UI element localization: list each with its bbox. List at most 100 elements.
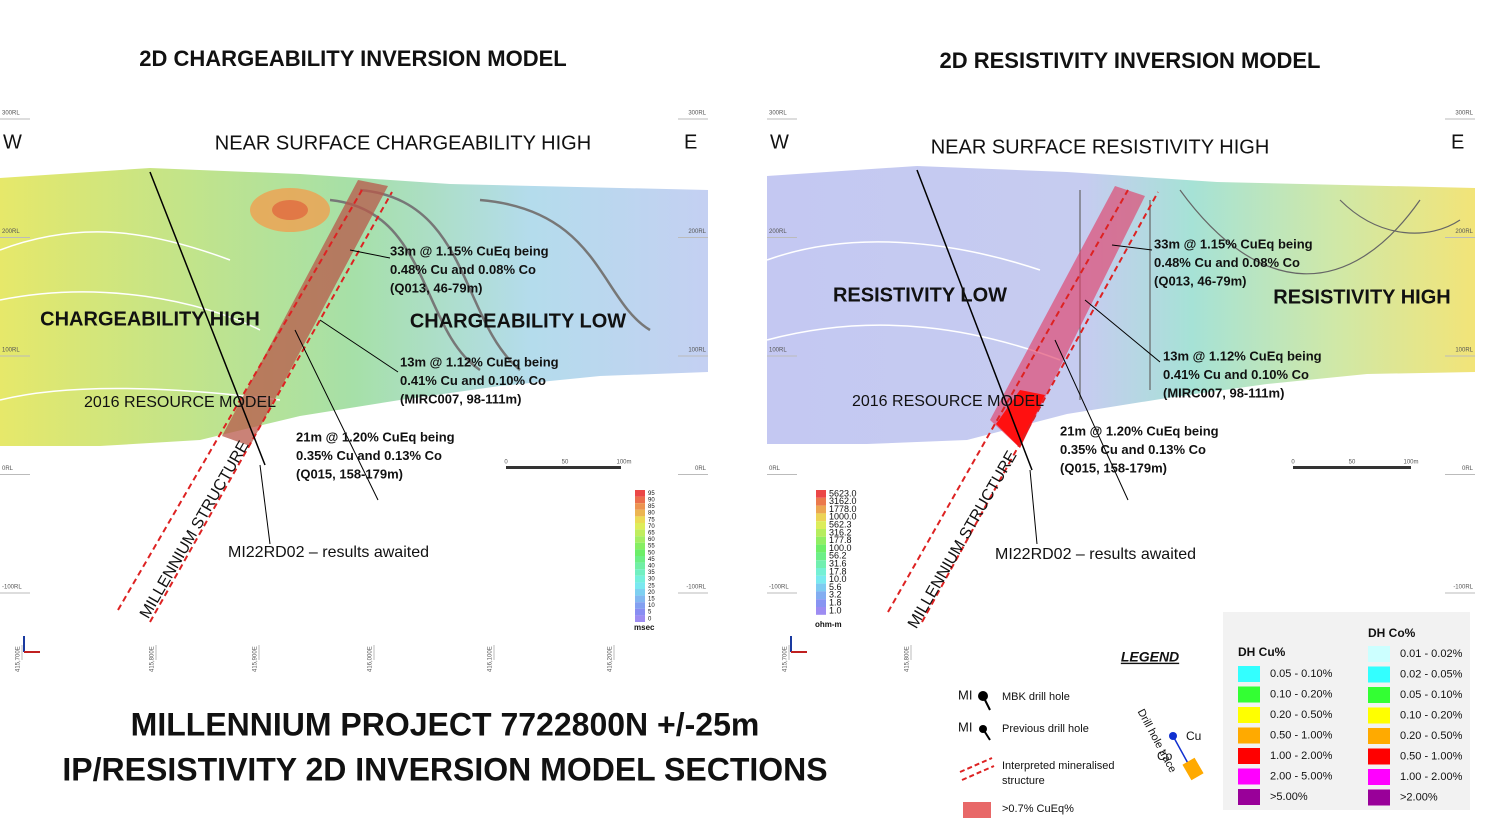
footer-title: MILLENNIUM PROJECT 7722800N +/-25m (131, 706, 760, 742)
legend-swatch (1368, 728, 1390, 744)
legend-row-label: 0.50 - 1.00% (1270, 729, 1333, 741)
colorbar-label: 55 (648, 544, 655, 550)
colorbar-swatch (816, 513, 826, 522)
colorbar-swatch (816, 505, 826, 514)
annotation: 0.41% Cu and 0.10% Co (400, 373, 546, 388)
legend-symbol (982, 728, 991, 741)
colorbar-swatch (635, 536, 645, 543)
colorbar-swatch (635, 556, 645, 563)
surface-label: NEAR SURFACE RESISTIVITY HIGH (931, 136, 1270, 158)
colorbar-swatch (816, 575, 826, 584)
colorbar-label: 1.0 (829, 605, 842, 615)
colorbar-label: 90 (648, 497, 655, 503)
annotation: (Q013, 46-79m) (1154, 273, 1247, 288)
colorbar-swatch (816, 490, 826, 498)
colorbar-label: 35 (648, 570, 655, 576)
legend-swatch (1368, 769, 1390, 785)
colorbar-swatch (635, 595, 645, 603)
colorbar-swatch (635, 608, 645, 616)
rl-label: -100RL (769, 585, 789, 591)
colorbar-label: 3.2 (829, 590, 842, 600)
colorbar-label: 5 (648, 610, 652, 616)
pointer (259, 464, 271, 545)
colorbar-label: 56.2 (829, 551, 847, 561)
colorbar-label: 50 (648, 550, 655, 556)
colorbar-swatch (635, 589, 645, 596)
legend-symbol (1182, 757, 1204, 781)
pointer (1111, 244, 1153, 251)
structure-line (921, 191, 1159, 623)
rl-label: 100RL (688, 348, 706, 354)
colorbar-label: 10.0 (829, 574, 847, 584)
colorbar-label: 20 (648, 590, 655, 596)
legend-row-label: 1.00 - 2.00% (1270, 750, 1333, 762)
section-title: 2D CHARGEABILITY INVERSION MODEL (139, 46, 566, 71)
resource-label: 2016 RESOURCE MODEL (852, 393, 1044, 410)
scale-bar (1293, 466, 1411, 469)
colorbar-label: 100.0 (829, 543, 852, 553)
colorbar-swatch (816, 552, 826, 561)
legend-row-label: >2.00% (1400, 791, 1438, 803)
scale-label: 100m (1403, 460, 1418, 466)
legend-row-label: 0.05 - 0.10% (1270, 668, 1333, 680)
colorbar-swatch (635, 490, 645, 497)
legend-label: Cu (1186, 729, 1201, 743)
low-label: RESISTIVITY LOW (833, 284, 1007, 306)
colorbar-swatch (816, 568, 826, 576)
easting-label: 415,800E (150, 646, 156, 672)
annotation: (MIRC007, 98-111m) (400, 391, 521, 406)
scale-label: 100m (616, 460, 631, 466)
colorbar-label: 85 (648, 504, 655, 510)
easting-label: 415,700E (16, 646, 22, 672)
colorbar-label: 80 (648, 511, 655, 517)
pointer (1054, 339, 1129, 501)
colorbar-swatch (816, 497, 826, 506)
rl-label: 200RL (769, 229, 787, 235)
colorbar-label: 17.8 (829, 566, 847, 576)
high-label: RESISTIVITY HIGH (1273, 286, 1450, 308)
colorbar-label: 95 (648, 491, 655, 497)
colorbar-swatch (816, 599, 826, 607)
legend-label: Previous drill hole (1002, 723, 1089, 735)
legend-symbol (963, 802, 991, 818)
legend-label: Interpreted mineralised (1002, 760, 1115, 772)
colorbar-swatch (635, 582, 645, 589)
structure-label: MILLENNIUM STRUCTURE (137, 438, 253, 621)
colorbar-swatch (635, 569, 645, 576)
colorbar-swatch (635, 549, 645, 556)
colorbar-swatch (635, 496, 645, 504)
annotation: 0.35% Cu and 0.13% Co (296, 448, 442, 463)
drillhole-note: MI22RD02 – results awaited (228, 544, 429, 561)
legend-row-label: 0.05 - 0.10% (1400, 689, 1463, 701)
footer-subtitle: IP/RESISTIVITY 2D INVERSION MODEL SECTIO… (62, 751, 827, 787)
colorbar-swatch (816, 583, 826, 592)
scale-bar (506, 466, 621, 469)
colorbar-swatch (635, 562, 645, 570)
model-area (0, 168, 708, 446)
rl-label: -100RL (2, 585, 22, 591)
west-label: W (3, 131, 22, 153)
model-area (767, 166, 1475, 444)
colorbar-swatch (635, 542, 645, 550)
legend-label: Drill hole trace (1135, 707, 1179, 775)
legend-row-label: 0.10 - 0.20% (1270, 688, 1333, 700)
colorbar-swatch (635, 575, 645, 583)
east-label: E (1451, 131, 1464, 153)
colorbar-swatch (635, 602, 645, 609)
legend-title: LEGEND (1121, 649, 1179, 665)
colorbar-unit: ohm-m (815, 620, 842, 629)
colorbar-label: 65 (648, 530, 655, 536)
legend-prefix: MI (958, 719, 972, 734)
annotation: 0.41% Cu and 0.10% Co (1163, 367, 1309, 382)
legend-row-label: >5.00% (1270, 791, 1308, 803)
chargeability-section (0, 168, 708, 623)
scale-label: 0 (1291, 460, 1295, 466)
colorbar-swatch (635, 516, 645, 523)
legend-swatch (1238, 748, 1260, 764)
legend-prefix: MI (958, 687, 972, 702)
low-label: CHARGEABILITY LOW (410, 310, 626, 332)
legend-row-label: 0.50 - 1.00% (1400, 750, 1463, 762)
surface-label: NEAR SURFACE CHARGEABILITY HIGH (215, 132, 591, 154)
colorbar-swatch (816, 591, 826, 600)
